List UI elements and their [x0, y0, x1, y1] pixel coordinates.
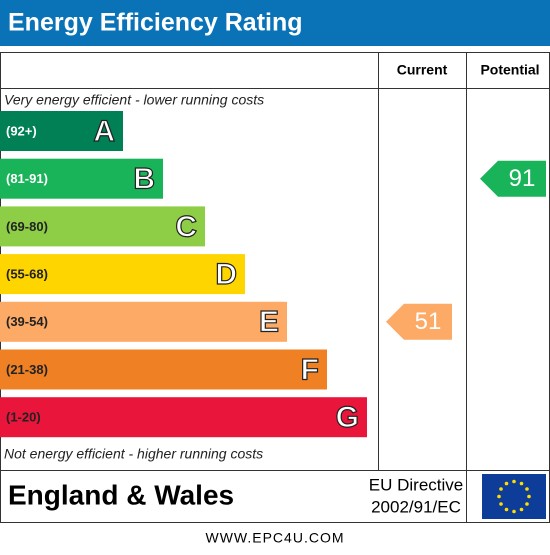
band-bar — [0, 349, 327, 390]
column-header: Current — [397, 62, 448, 78]
bottom-note: Not energy efficient - higher running co… — [4, 446, 263, 462]
band-bar — [0, 111, 123, 151]
band-range: (21-38) — [6, 362, 48, 377]
title: Energy Efficiency Rating — [8, 9, 303, 37]
band-bar — [0, 158, 163, 199]
rating-value: 51 — [415, 308, 442, 335]
website: WWW.EPC4U.COM — [206, 530, 345, 546]
band-bar — [0, 206, 205, 247]
eu-flag — [482, 474, 546, 519]
band-range: (1-20) — [6, 410, 41, 425]
top-note: Very energy efficient - lower running co… — [4, 92, 264, 108]
band-range: (55-68) — [6, 267, 48, 282]
directive-number: 2002/91/EC — [371, 497, 461, 516]
band-range: (81-91) — [6, 171, 48, 186]
header-bar — [0, 0, 550, 46]
band-letter: A — [93, 115, 115, 148]
band-bar — [0, 254, 245, 295]
band-bar — [0, 301, 287, 342]
band-letter: G — [336, 401, 359, 434]
band-letter: D — [215, 258, 237, 291]
column-header: Potential — [480, 62, 539, 78]
band-letter: F — [301, 353, 319, 386]
directive: EU Directive — [369, 475, 463, 494]
rating-arrow — [386, 303, 452, 340]
rating-value: 91 — [509, 165, 536, 192]
band-range: (92+) — [6, 123, 37, 138]
band-letter: C — [175, 210, 197, 243]
band-range: (39-54) — [6, 314, 48, 329]
rating-arrow — [480, 160, 546, 197]
band-range: (69-80) — [6, 219, 48, 234]
band-letter: B — [133, 163, 155, 196]
region: England & Wales — [8, 479, 234, 510]
band-letter: E — [259, 306, 279, 339]
band-bar — [0, 397, 367, 438]
